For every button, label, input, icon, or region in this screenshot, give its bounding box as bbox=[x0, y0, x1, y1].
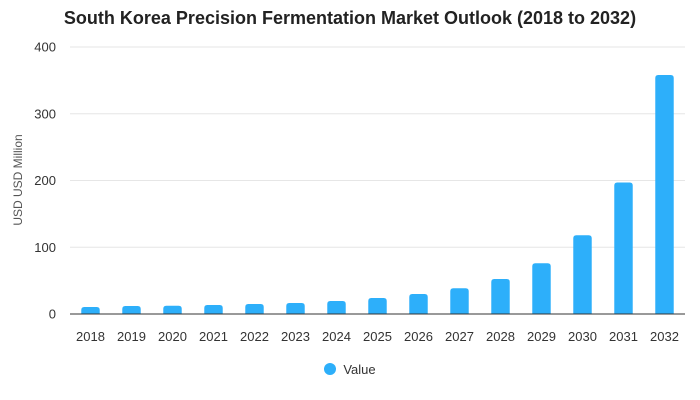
x-tick-label: 2028 bbox=[486, 329, 515, 344]
bar-2030[interactable] bbox=[573, 235, 592, 314]
y-axis-title: USD USD Million bbox=[11, 134, 25, 225]
gridlines bbox=[70, 46, 685, 248]
x-tick-label: 2021 bbox=[199, 329, 228, 344]
bar-2031[interactable] bbox=[614, 182, 633, 314]
bar-2018[interactable] bbox=[81, 306, 100, 314]
bars bbox=[81, 75, 674, 314]
x-tick-label: 2020 bbox=[158, 329, 187, 344]
x-tick-label: 2024 bbox=[322, 329, 351, 344]
bar-2025[interactable] bbox=[368, 297, 387, 314]
x-tick-label: 2031 bbox=[609, 329, 638, 344]
axes: 0 100 200 300 400 2018 2019 2020 2021 2022 2023 202… bbox=[34, 40, 685, 344]
x-tick-label: 2027 bbox=[445, 329, 474, 344]
bar-2019[interactable] bbox=[122, 305, 141, 314]
bar-2020[interactable] bbox=[163, 305, 182, 314]
bar-2024[interactable] bbox=[327, 300, 346, 314]
bar-2032[interactable] bbox=[655, 75, 674, 314]
legend-label-value: Value bbox=[343, 362, 376, 377]
chart-title: South Korea Precision Fermentation Marke… bbox=[63, 8, 637, 28]
bar-2026[interactable] bbox=[409, 293, 428, 314]
x-tick-label: 2022 bbox=[240, 329, 269, 344]
bar-2029[interactable] bbox=[532, 263, 551, 314]
bar-2023[interactable] bbox=[286, 302, 305, 314]
x-tick-label: 2019 bbox=[117, 329, 146, 344]
bar-2027[interactable] bbox=[450, 288, 469, 314]
x-tick-label: 2026 bbox=[404, 329, 433, 344]
y-tick-label: 400 bbox=[34, 40, 56, 55]
y-tick-label: 100 bbox=[34, 240, 56, 255]
x-tick-label: 2025 bbox=[363, 329, 392, 344]
x-tick-label: 2023 bbox=[281, 329, 310, 344]
x-tick-label: 2032 bbox=[650, 329, 679, 344]
bar-2021[interactable] bbox=[204, 304, 223, 314]
x-tick-label: 2018 bbox=[76, 329, 105, 344]
y-tick-label: 0 bbox=[49, 307, 56, 322]
bar-2022[interactable] bbox=[245, 303, 264, 314]
y-tick-label: 300 bbox=[34, 106, 56, 121]
y-tick-label: 200 bbox=[34, 173, 56, 188]
x-tick-label: 2029 bbox=[527, 329, 556, 344]
bar-2028[interactable] bbox=[491, 278, 510, 314]
legend[interactable]: Value bbox=[0, 362, 700, 377]
x-tick-label: 2030 bbox=[568, 329, 597, 344]
legend-swatch-value bbox=[324, 363, 337, 375]
